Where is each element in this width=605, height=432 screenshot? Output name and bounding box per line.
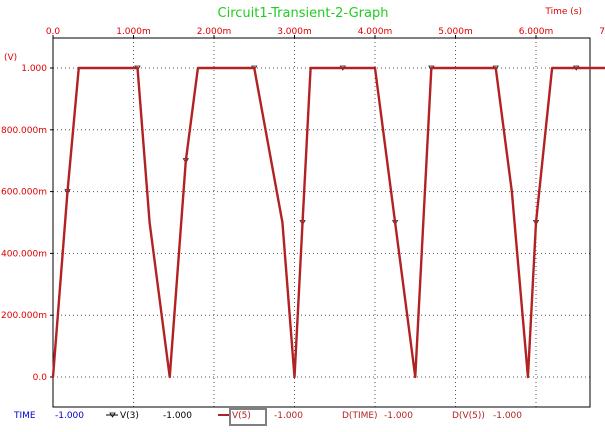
chart-title: Circuit1-Transient-2-Graph bbox=[218, 6, 389, 21]
x-tick-label: 2.000m bbox=[197, 27, 232, 37]
legend-value: -1.000 bbox=[493, 411, 522, 421]
legend-label: D(TIME) bbox=[342, 411, 378, 421]
series bbox=[51, 65, 605, 379]
legend-label: TIME bbox=[13, 411, 36, 421]
plot-frame bbox=[52, 37, 591, 408]
legend-item-dtime: D(TIME) -1.000 bbox=[342, 411, 413, 421]
legend-value: -1.000 bbox=[384, 411, 413, 421]
x-tick-label: 1.000m bbox=[116, 27, 151, 37]
y-tick-labels: 0.0 200.000m 400.000m 600.000m 800.000m 1.000 bbox=[1, 64, 53, 383]
legend-marker bbox=[109, 412, 116, 418]
legend-item-v5: V(5) -1.000 bbox=[218, 408, 303, 426]
legend-value: -1.000 bbox=[274, 411, 303, 421]
legend-item-time: TIME -1.000 bbox=[13, 411, 84, 421]
series-line-v3 bbox=[52, 67, 605, 378]
x-tick-labels: 0.0 1.000m 2.000m 3.000m 4.000m 5.000m 6.000m 7… bbox=[46, 27, 605, 38]
y-tick-label: 0.0 bbox=[33, 373, 48, 383]
legend-value: -1.000 bbox=[163, 411, 192, 421]
x-tick-label: 4.000m bbox=[358, 27, 393, 37]
y-axis-label: (V) bbox=[4, 53, 17, 63]
x-tick-label: 5.000m bbox=[438, 27, 473, 37]
y-tick-label: 600.000m bbox=[1, 188, 47, 198]
y-tick-label: 400.000m bbox=[1, 249, 47, 259]
legend: TIME -1.000 V(3) -1.000 V(5) -1.000 D(TIME) -1.… bbox=[13, 408, 522, 426]
legend-value: -1.000 bbox=[55, 411, 84, 421]
legend-label: V(5) bbox=[232, 411, 251, 421]
y-tick-label: 200.000m bbox=[1, 311, 47, 321]
grid bbox=[53, 38, 590, 407]
y-tick-label: 800.000m bbox=[1, 126, 47, 136]
x-tick-label: 6.000m bbox=[519, 27, 554, 37]
series-line-v5 bbox=[51, 66, 605, 379]
legend-item-v3: V(3) -1.000 bbox=[106, 411, 192, 421]
legend-label: D(V(5)) bbox=[452, 411, 485, 421]
legend-item-dv5: D(V(5)) -1.000 bbox=[452, 411, 522, 421]
legend-label: V(3) bbox=[120, 411, 139, 421]
x-tick-label: 3.000m bbox=[277, 27, 312, 37]
x-tick-label: 7.000m bbox=[599, 27, 605, 37]
x-axis-label: Time (s) bbox=[544, 7, 582, 17]
x-tick-label: 0.0 bbox=[46, 27, 61, 37]
legend-selection-box bbox=[229, 408, 267, 426]
y-tick-label: 1.000 bbox=[21, 64, 47, 74]
